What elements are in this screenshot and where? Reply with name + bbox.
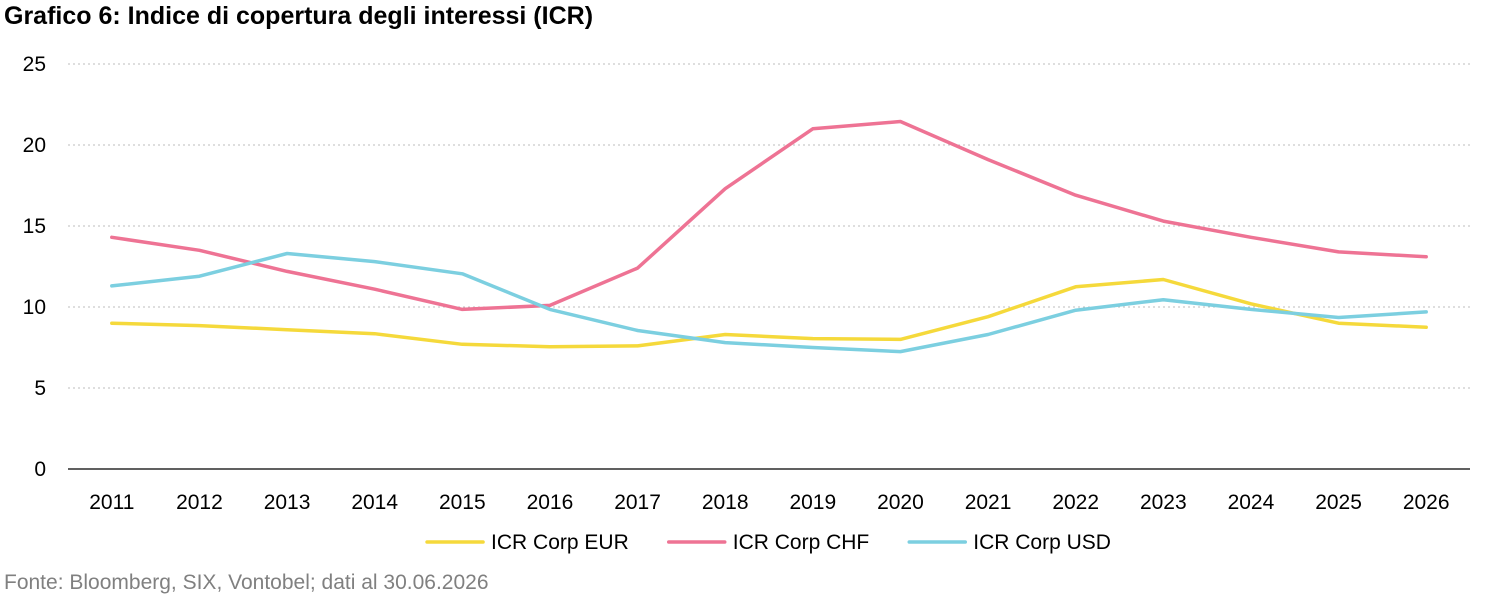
x-tick-label: 2017 xyxy=(614,491,661,514)
x-tick-label: 2014 xyxy=(351,491,398,514)
y-tick-label: 15 xyxy=(23,215,46,238)
x-tick-label: 2020 xyxy=(877,491,924,514)
source-note: Fonte: Bloomberg, SIX, Vontobel; dati al… xyxy=(4,571,489,594)
y-tick-label: 0 xyxy=(34,458,46,481)
legend-label: ICR Corp USD xyxy=(973,531,1111,554)
legend: ICR Corp EUR ICR Corp CHF ICR Corp USD xyxy=(425,531,1111,554)
x-tick-labels: 2011 2012 2013 2014 2015 2016 2017 2018 2019 2020… xyxy=(89,491,1449,514)
y-tick-label: 10 xyxy=(23,296,46,319)
x-tick-label: 2013 xyxy=(264,491,311,514)
legend-label: ICR Corp CHF xyxy=(733,531,870,554)
x-tick-label: 2022 xyxy=(1052,491,1099,514)
series-line xyxy=(110,119,1428,312)
grid-lines xyxy=(68,63,1470,389)
x-tick-label: 2021 xyxy=(965,491,1012,514)
series-line xyxy=(110,251,1428,354)
x-tick-label: 2024 xyxy=(1228,491,1275,514)
chart-title: Grafico 6: Indice di copertura degli int… xyxy=(4,2,594,30)
series-line xyxy=(110,277,1428,349)
x-tick-label: 2023 xyxy=(1140,491,1187,514)
x-tick-label: 2015 xyxy=(439,491,486,514)
y-tick-label: 25 xyxy=(23,53,46,76)
x-tick-label: 2026 xyxy=(1403,491,1450,514)
series-lines xyxy=(110,119,1428,354)
y-tick-labels: 0 5 10 15 20 25 xyxy=(23,53,46,481)
x-tick-label: 2016 xyxy=(527,491,574,514)
y-tick-label: 20 xyxy=(23,134,46,157)
x-tick-label: 2018 xyxy=(702,491,749,514)
legend-label: ICR Corp EUR xyxy=(491,531,629,554)
y-tick-label: 5 xyxy=(34,377,46,400)
x-tick-label: 2025 xyxy=(1315,491,1362,514)
x-tick-label: 2019 xyxy=(789,491,836,514)
x-tick-label: 2012 xyxy=(176,491,223,514)
x-tick-label: 2011 xyxy=(89,491,134,514)
